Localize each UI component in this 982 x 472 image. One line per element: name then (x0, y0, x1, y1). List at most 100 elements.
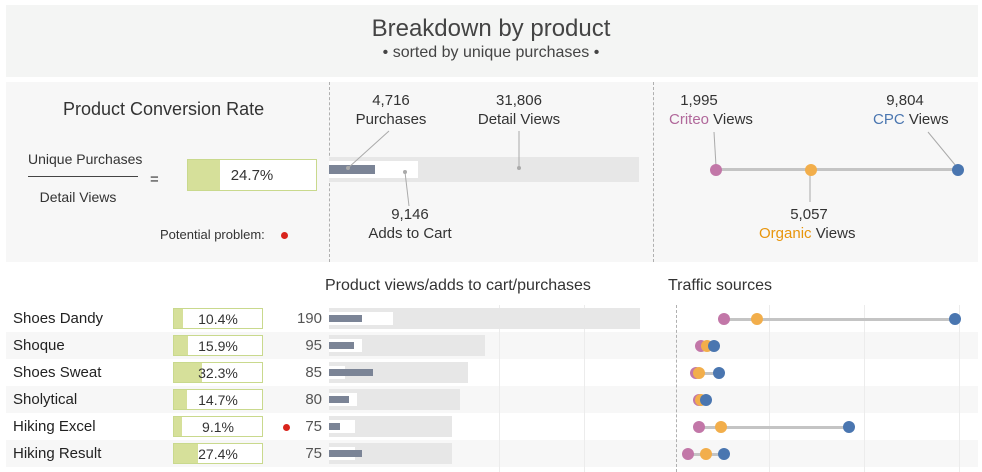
conversion-rate-box: 14.7% (173, 389, 263, 410)
product-name: Sholytical (13, 391, 78, 408)
detail-views-bar (329, 335, 485, 356)
purchases-bar (329, 450, 362, 457)
purchases-bar (329, 315, 362, 322)
adds-label: Adds to Cart (368, 225, 452, 242)
cpc-value: 9,804 (886, 92, 924, 109)
grid-line (959, 305, 960, 472)
formula-line (28, 176, 138, 177)
detail-views-bar (329, 362, 469, 383)
conversion-rate-text: 32.3% (198, 365, 238, 381)
conversion-rate-box: 10.4% (173, 308, 263, 329)
example-rate-box: 24.7% (187, 159, 317, 191)
criteo-label: Criteo Views (669, 111, 753, 128)
conversion-rate-text: 9.1% (202, 419, 234, 435)
cpc-dot-icon (712, 366, 725, 379)
product-name: Shoes Sweat (13, 364, 102, 381)
problem-dot-icon (281, 232, 288, 239)
conversion-rate-box: 27.4% (173, 443, 263, 464)
conversion-rate-fill (174, 417, 183, 436)
detail-views-number: 95 (305, 337, 322, 354)
organic-value: 5,057 (790, 206, 828, 223)
criteo-value: 1,995 (680, 92, 718, 109)
potential-problem-label: Potential problem: (160, 227, 265, 242)
product-name: Shoque (13, 337, 65, 354)
organic-suffix: Views (811, 225, 856, 242)
cpc-dot-icon (717, 447, 730, 460)
conversion-rate-box: 9.1% (173, 416, 263, 437)
funnel-column-header: Product views/adds to cart/purchases (325, 277, 591, 294)
traffic-baseline (676, 305, 677, 472)
product-name: Shoes Dandy (13, 310, 104, 327)
conversion-rate-box: 32.3% (173, 362, 263, 383)
problem-dot-icon (283, 423, 290, 431)
table-row[interactable]: Sholytical 14.7% 80 (0, 386, 982, 413)
detail-views-bar (329, 416, 452, 437)
grid-line (584, 305, 585, 472)
conversion-rate-text: 10.4% (198, 311, 238, 327)
purchases-bar (329, 423, 341, 430)
product-name: Hiking Excel (13, 418, 96, 435)
detail-views-number: 190 (296, 310, 322, 327)
example-rate-text: 24.7% (230, 167, 274, 184)
traffic-legend-connector (716, 168, 958, 171)
table-row[interactable]: Shoes Dandy 10.4% 190 (0, 305, 982, 332)
grid-line (499, 305, 500, 472)
table-row[interactable]: Shoes Sweat 32.3% 85 (0, 359, 982, 386)
traffic-column-header: Traffic sources (668, 277, 773, 294)
conversion-rate-fill (174, 336, 189, 355)
cpc-dot-icon (843, 420, 856, 433)
organic-dot-icon (805, 164, 817, 176)
detail-views-bar (329, 443, 452, 464)
page-title: Breakdown by product (371, 15, 611, 42)
criteo-suffix: Views (709, 111, 753, 128)
conversion-rate-fill (174, 363, 203, 382)
cpc-name: CPC (873, 111, 905, 128)
conversion-rate-box: 15.9% (173, 335, 263, 356)
conversion-rate-fill (174, 309, 184, 328)
detail-views-number: 80 (305, 391, 322, 408)
purchases-bar (329, 342, 354, 349)
organic-dot-icon (750, 312, 763, 325)
funnel-legend-purchases (329, 165, 375, 174)
formula-numerator: Unique Purchases (28, 151, 143, 167)
organic-label: Organic Views (759, 225, 855, 242)
detail-views-value: 31,806 (496, 92, 542, 109)
criteo-dot-icon (710, 164, 722, 176)
traffic-connector (699, 425, 850, 429)
row-stripe (6, 440, 978, 467)
purchases-bar (329, 369, 374, 376)
conversion-rate-fill (174, 444, 199, 463)
criteo-dot-icon (717, 312, 730, 325)
conversion-title: Product Conversion Rate (63, 99, 265, 119)
header-panel (6, 5, 978, 77)
organic-dot-icon (714, 420, 727, 433)
detail-views-label: Detail Views (477, 111, 561, 128)
formula-equals: = (150, 171, 159, 188)
funnel-leader-lines (346, 130, 521, 207)
table-row[interactable]: Hiking Excel 9.1% 75 (0, 413, 982, 440)
cpc-dot-icon (948, 312, 961, 325)
conversion-rate-text: 27.4% (198, 446, 238, 462)
purchases-bar (329, 396, 349, 403)
row-stripe (6, 332, 978, 359)
row-stripe (6, 386, 978, 413)
legend-divider-2 (653, 82, 654, 262)
criteo-name: Criteo (669, 111, 710, 128)
table-row[interactable]: Shoque 15.9% 95 (0, 332, 982, 359)
conversion-rate-text: 15.9% (198, 338, 238, 354)
page-subtitle: • sorted by unique purchases • (382, 44, 600, 61)
table-row[interactable]: Hiking Result 27.4% 75 (0, 440, 982, 467)
purchases-value: 4,716 (372, 92, 410, 109)
cpc-suffix: Views (904, 111, 949, 128)
example-rate-fill (188, 160, 221, 190)
formula-denominator: Detail Views (39, 189, 117, 205)
organic-name: Organic (759, 225, 812, 242)
purchases-label: Purchases (355, 111, 427, 128)
cpc-label: CPC Views (873, 111, 949, 128)
traffic-connector (723, 317, 955, 321)
conversion-rate-text: 14.7% (198, 392, 238, 408)
cpc-dot-icon (699, 393, 712, 406)
detail-views-bar (329, 308, 640, 329)
traffic-leader-lines (713, 131, 957, 202)
